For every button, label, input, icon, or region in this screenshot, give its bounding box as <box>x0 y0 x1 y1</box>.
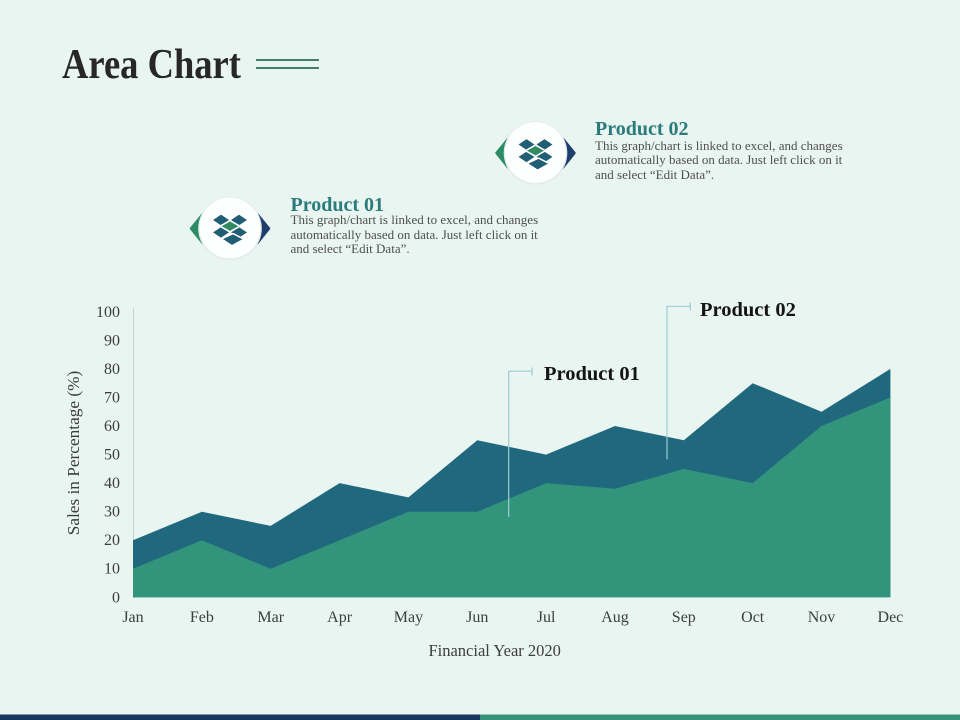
svg-text:10: 10 <box>104 561 120 578</box>
svg-text:Nov: Nov <box>808 609 836 626</box>
svg-text:Jul: Jul <box>537 609 556 626</box>
svg-text:0: 0 <box>112 589 120 606</box>
svg-text:Jun: Jun <box>466 609 488 626</box>
svg-text:Dec: Dec <box>878 609 904 626</box>
svg-text:Aug: Aug <box>601 609 629 626</box>
svg-text:Feb: Feb <box>190 609 214 626</box>
svg-text:Sales in Percentage (%): Sales in Percentage (%) <box>64 371 83 536</box>
svg-text:80: 80 <box>104 361 120 378</box>
svg-text:Sep: Sep <box>672 609 696 626</box>
svg-text:Mar: Mar <box>257 609 284 626</box>
svg-text:May: May <box>394 609 423 626</box>
svg-text:20: 20 <box>104 532 120 549</box>
svg-text:100: 100 <box>96 304 120 321</box>
svg-text:50: 50 <box>104 447 120 464</box>
svg-text:90: 90 <box>104 332 120 349</box>
svg-text:Apr: Apr <box>327 609 353 626</box>
svg-text:Jan: Jan <box>122 609 143 626</box>
svg-text:Financial Year 2020: Financial Year 2020 <box>428 641 560 660</box>
svg-text:70: 70 <box>104 389 120 406</box>
svg-text:40: 40 <box>104 475 120 492</box>
svg-text:30: 30 <box>104 504 120 521</box>
svg-text:60: 60 <box>104 418 120 435</box>
svg-text:Oct: Oct <box>741 609 765 626</box>
